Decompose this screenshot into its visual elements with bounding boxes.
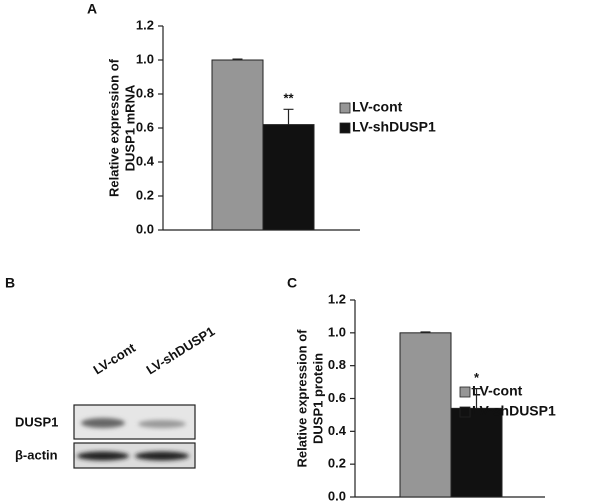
bar [211,59,264,231]
error-bar [420,331,431,333]
legend-swatch [459,406,471,418]
band [81,418,125,428]
band [77,451,129,461]
y-tick-label: 1.2 [328,291,346,306]
y-tick-label: 1.0 [136,51,154,66]
y-tick-label: 0.0 [136,221,154,236]
row-label: DUSP1 [15,414,58,429]
panel-label: A [87,1,97,17]
panel-label: B [5,275,15,291]
error-bar [283,108,294,125]
y-tick-label: 0.2 [136,187,154,202]
legend-label: LV-cont [472,383,523,399]
y-tick-label: 0.8 [136,85,154,100]
y-tick-label: 0.4 [136,153,155,168]
bar [262,124,315,231]
y-tick-label: 0.0 [328,488,346,503]
legend-label: LV-shDUSP1 [352,119,436,135]
legend-swatch [459,386,471,398]
legend-swatch [339,122,351,134]
legend-label: LV-shDUSP1 [472,403,556,419]
error-bar [471,388,482,409]
bar [450,407,503,498]
panel-label: C [287,275,297,291]
error-bar [232,58,243,60]
y-axis-label: DUSP1 protein [310,353,325,444]
row-label: β-actin [15,447,58,462]
lane-label: LV-shDUSP1 [143,324,217,378]
y-tick-label: 0.6 [328,390,346,405]
y-axis-label: Relative expression of [294,329,309,468]
legend-label: LV-cont [352,99,403,115]
y-tick-label: 0.8 [328,357,346,372]
significance: * [474,370,480,385]
y-tick-label: 1.2 [136,17,154,32]
legend-swatch [339,102,351,114]
y-tick-label: 1.0 [328,324,346,339]
y-tick-label: 0.2 [328,456,346,471]
band [135,451,189,461]
lane-label: LV-cont [90,340,138,378]
y-tick-label: 0.6 [136,119,154,134]
bar [399,332,452,498]
y-axis-label: Relative expression of [106,58,121,197]
band [138,420,186,428]
y-axis-label: DUSP1 mRNA [122,84,137,171]
significance: ** [283,91,294,106]
y-tick-label: 0.4 [328,423,347,438]
